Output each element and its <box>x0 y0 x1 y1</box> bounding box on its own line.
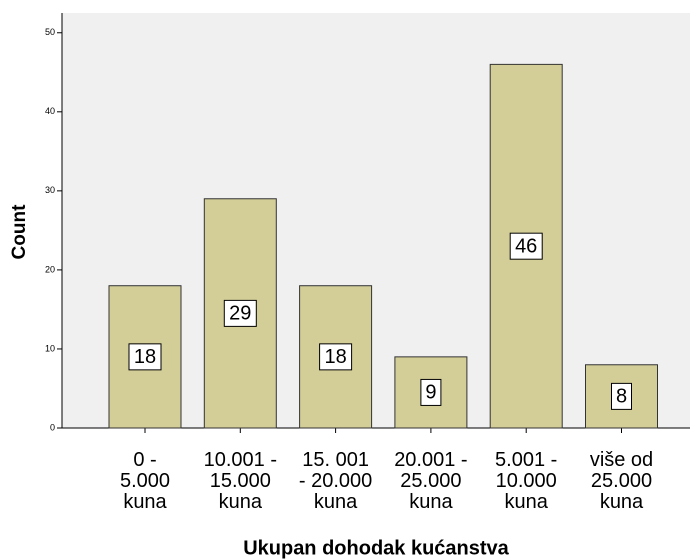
data-label-box <box>319 343 353 371</box>
x-tick-label: više od 25.000 kuna <box>589 449 654 513</box>
data-label-box <box>223 299 257 327</box>
y-tick-label: 30 <box>45 185 55 195</box>
data-label: 9 <box>425 382 436 404</box>
y-tick-label: 0 <box>50 422 55 432</box>
data-label-box <box>128 343 162 371</box>
y-tick-label: 50 <box>45 27 55 37</box>
data-label: 18 <box>324 346 346 368</box>
y-tick-label: 10 <box>45 343 55 353</box>
x-tick-label: 5.001 - 10.000 kuna <box>495 449 558 513</box>
data-label: 8 <box>616 386 627 408</box>
y-tick-label: 20 <box>45 264 55 274</box>
data-label: 18 <box>134 346 156 368</box>
y-axis-label: Count <box>9 204 30 260</box>
x-tick-label: 10.001 - 15.000 kuna <box>203 449 277 513</box>
data-label: 29 <box>229 303 251 325</box>
data-label-box <box>420 378 442 406</box>
y-tick-label: 40 <box>45 106 55 116</box>
x-axis-label: Ukupan dohodak kućanstva <box>243 537 509 559</box>
data-label-box <box>509 232 543 260</box>
x-tick-label: 15. 001 - 20.000 kuna <box>298 449 373 513</box>
x-tick-label: 0 - 5.000 kuna <box>119 449 171 513</box>
data-label-box <box>611 382 632 410</box>
x-tick-label: 20.001 - 25.000 kuna <box>394 449 468 513</box>
data-label: 46 <box>515 235 537 257</box>
